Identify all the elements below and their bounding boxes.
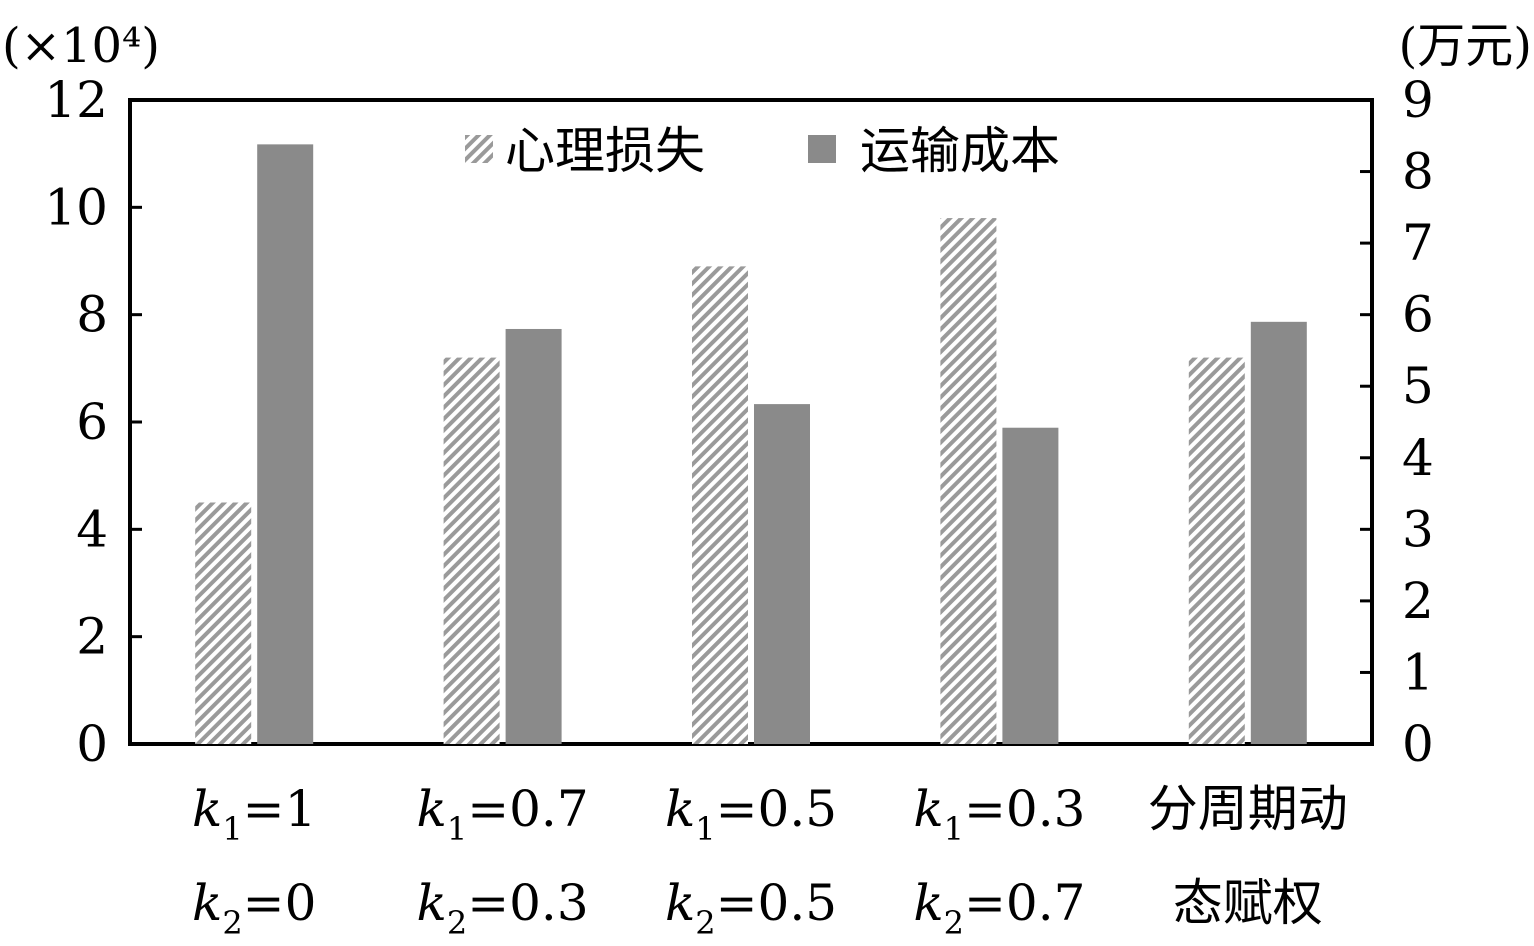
right-tick-label: 1 [1402,643,1434,701]
legend-label-psych-loss: 心理损失 [505,122,705,180]
right-axis-unit: (万元) [1399,18,1532,74]
plot-frame [128,98,1374,746]
left-tick-label: 4 [76,500,108,558]
category-label-line1: k1=0.7 [417,780,589,848]
bar-psych-loss [1188,357,1245,744]
category-label-line1: k1=1 [192,780,316,848]
right-tick-label: 9 [1402,71,1434,129]
legend-swatch-psych-loss [465,135,493,163]
right-tick-label: 3 [1402,500,1434,558]
left-tick-label: 6 [76,393,108,451]
bar-transport-cost [1002,427,1059,744]
right-tick-label: 7 [1402,214,1434,272]
legend-swatch-transport-cost [808,135,836,163]
category-label-line2: k2=0.5 [665,874,837,942]
left-axis-unit: (×10⁴) [2,18,160,74]
left-tick-label: 12 [44,71,108,129]
category-label-line2: 态赋权 [1173,874,1323,932]
legend-label-transport-cost: 运输成本 [860,122,1060,180]
left-tick-label: 2 [76,608,108,666]
bar-psych-loss [940,218,997,745]
left-tick-label: 8 [76,286,108,344]
right-tick-label: 8 [1402,143,1434,201]
legend: 心理损失 运输成本 [465,122,1060,180]
bar-transport-cost [754,404,810,744]
category-label-line1: k1=0.5 [665,780,837,848]
bar-transport-cost [1250,321,1307,744]
category-label-line1: 分周期动 [1148,780,1348,838]
category-label-line2: k2=0.3 [417,874,589,942]
right-tick-label: 6 [1402,286,1434,344]
right-tick-label: 5 [1402,357,1434,415]
right-tick-label: 0 [1402,715,1434,773]
bar-psych-loss [692,266,748,744]
bar-transport-cost [505,328,562,744]
right-tick-label: 4 [1402,429,1434,487]
right-tick-label: 2 [1402,572,1434,630]
category-label-line2: k2=0 [192,874,316,942]
bar-transport-cost [257,144,314,744]
left-tick-label: 10 [44,178,108,236]
bar-psych-loss [195,502,252,744]
bar-psych-loss [443,357,500,744]
left-tick-label: 0 [76,715,108,773]
category-label-line1: k1=0.3 [913,780,1085,848]
category-label-line2: k2=0.7 [913,874,1085,942]
